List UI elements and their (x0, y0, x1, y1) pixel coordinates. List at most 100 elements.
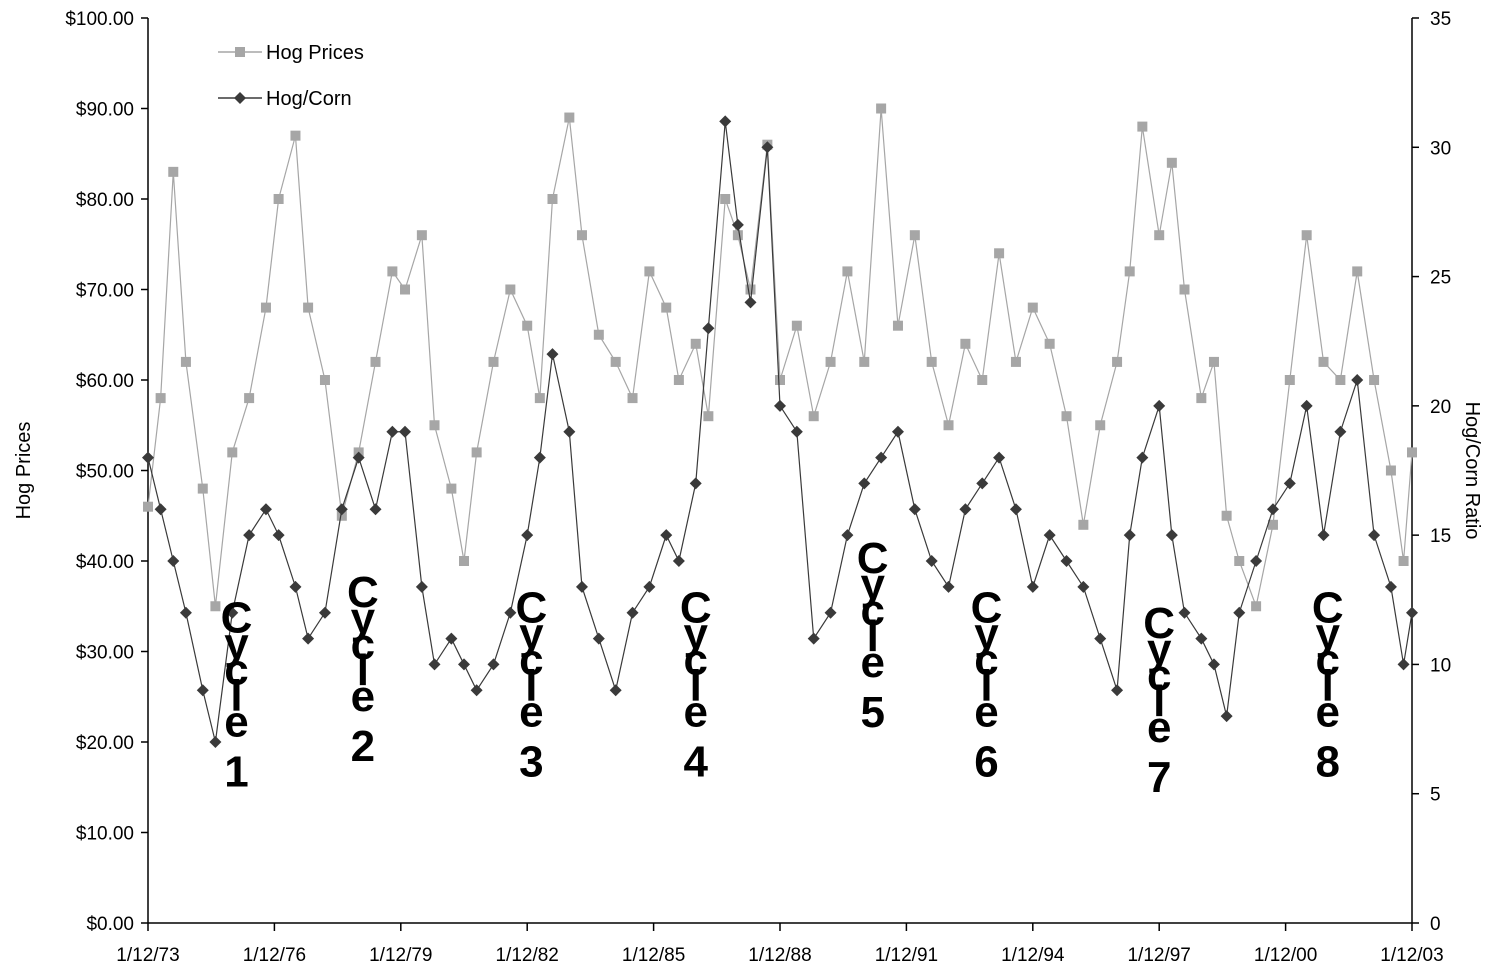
y-right-tick-label: 15 (1430, 526, 1451, 547)
cycle-letter: C (680, 583, 712, 632)
y-right-axis-title: Hog/Corn Ratio (1461, 402, 1483, 540)
data-point (1207, 658, 1220, 671)
data-point (774, 399, 786, 412)
cycle-letter: c (860, 586, 884, 635)
data-point (547, 194, 558, 204)
data-point (303, 302, 314, 313)
data-point (731, 218, 744, 231)
data-point (335, 503, 348, 516)
data-point (1369, 375, 1380, 385)
y-right-tick-label: 30 (1430, 138, 1451, 159)
y-left-tick-label: $10.00 (76, 824, 134, 845)
legend-label: Hog/Corn (266, 88, 352, 110)
data-point (533, 451, 546, 464)
data-point (745, 284, 756, 295)
data-point (1208, 356, 1219, 367)
data-point (289, 580, 302, 593)
data-point (387, 266, 398, 277)
x-tick-label: 1/12/85 (622, 945, 685, 966)
data-point (703, 411, 714, 422)
data-point (272, 529, 285, 542)
x-tick-label: 1/12/97 (1127, 945, 1190, 966)
data-point (143, 501, 153, 512)
data-point (400, 284, 411, 295)
data-point (1026, 580, 1039, 593)
cycle-letter: C (1312, 583, 1344, 632)
data-point (720, 194, 731, 204)
data-point (445, 632, 458, 645)
legend-entry: Hog Prices (218, 42, 364, 64)
data-point (791, 320, 802, 331)
data-point (661, 302, 672, 313)
data-point (470, 684, 483, 697)
data-point (458, 658, 470, 671)
cycle-letter: y (860, 560, 885, 609)
data-point (521, 529, 534, 542)
x-tick-label: 1/12/76 (243, 945, 306, 966)
x-tick-label: 1/12/94 (1001, 945, 1065, 966)
y-left-tick-label: $50.00 (76, 462, 134, 483)
cycle-letter: e (1315, 687, 1339, 736)
y-left-tick-label: $20.00 (76, 733, 134, 754)
cycle-number: 5 (860, 688, 884, 737)
cycle-letter: e (860, 638, 884, 687)
legend-marker (235, 47, 245, 57)
data-point (891, 425, 904, 438)
data-point (210, 601, 221, 612)
cycle-letter: c (683, 635, 707, 684)
data-point (1094, 632, 1107, 645)
cycle-letter: l (1153, 677, 1165, 726)
data-point (1283, 477, 1296, 490)
cycle-letter: e (224, 698, 248, 747)
legend: Hog Prices Hog/Corn (218, 42, 364, 110)
cycle-letter: l (357, 646, 369, 695)
cycle-letter: C (221, 594, 253, 643)
cycle-number: 2 (351, 722, 375, 771)
data-point (808, 411, 819, 422)
data-point (926, 356, 937, 367)
data-point (226, 606, 239, 619)
data-point (942, 580, 955, 593)
data-point (977, 375, 988, 385)
data-point (644, 266, 655, 277)
data-point (732, 230, 743, 241)
cycle-letter: C (971, 583, 1003, 632)
data-point (1153, 399, 1166, 412)
data-point (546, 348, 559, 361)
cycle-letter: y (519, 609, 544, 658)
cycle-letter: l (867, 612, 879, 661)
data-point (352, 451, 365, 464)
data-point (244, 393, 255, 404)
data-point (761, 141, 774, 154)
y-left-tick-label: $70.00 (76, 281, 134, 302)
cycle-letter: y (224, 620, 249, 669)
data-point (976, 477, 989, 490)
data-point (1010, 356, 1021, 367)
cycle-letter: C (857, 534, 889, 583)
data-point (386, 425, 399, 438)
y-right-tick-label: 10 (1430, 655, 1451, 676)
data-point (155, 393, 166, 404)
y-left-axis-title: Hog Prices (13, 422, 35, 520)
cycle-letter: e (1147, 703, 1171, 752)
data-point (1233, 606, 1246, 619)
data-point (1251, 601, 1262, 612)
cycle-number: 3 (519, 737, 543, 786)
data-point (1335, 375, 1346, 385)
data-point (1397, 658, 1410, 671)
plot-area: $0.00 $10.00 $20.00 $30.00 $40.00 $50.00 $60.0… (65, 9, 1451, 966)
x-tick-label: 1/12/03 (1380, 945, 1443, 966)
data-point (260, 302, 271, 313)
data-point (909, 230, 920, 241)
data-point (1137, 121, 1148, 132)
data-point (522, 320, 533, 331)
data-point (1385, 465, 1396, 476)
data-point (1220, 710, 1233, 723)
data-point (1043, 529, 1056, 542)
data-point (1178, 606, 1191, 619)
cycle-number: 4 (683, 737, 708, 786)
